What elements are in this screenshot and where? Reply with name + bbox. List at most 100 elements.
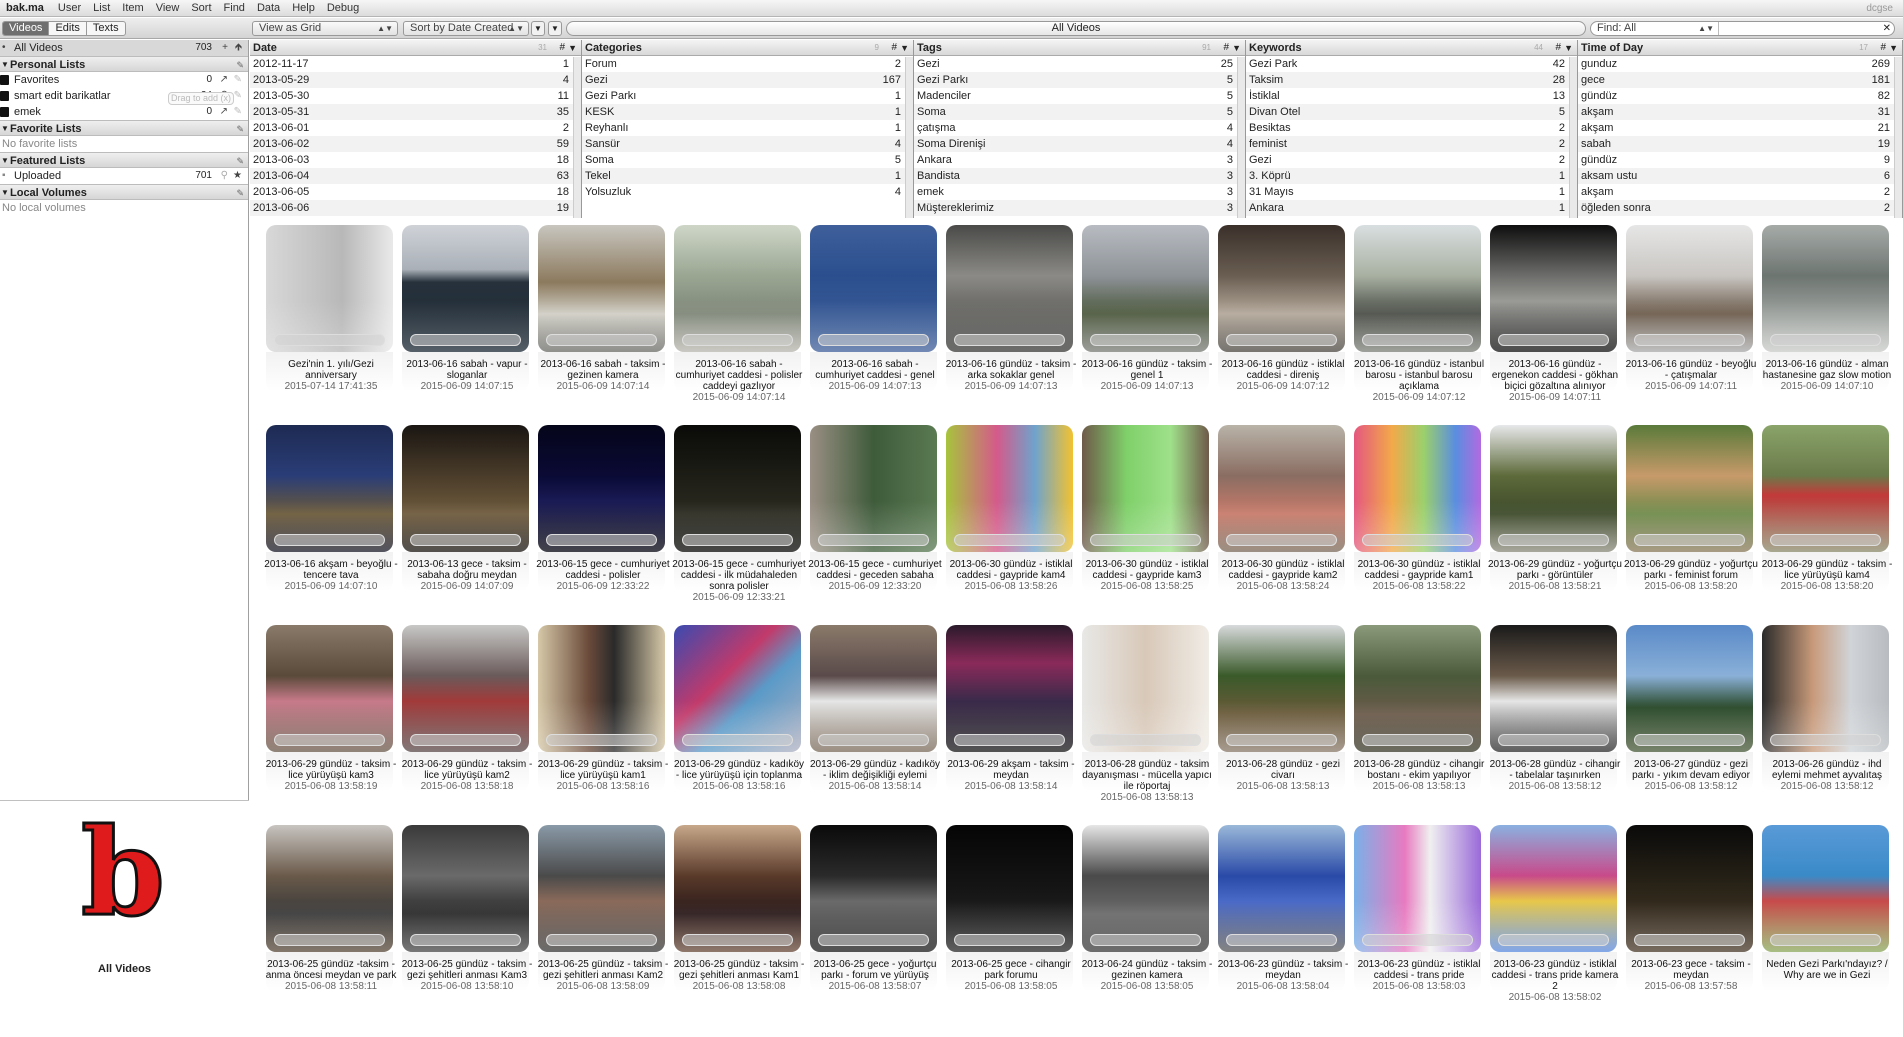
timeline-strip[interactable] xyxy=(410,734,521,746)
video-thumbnail[interactable] xyxy=(810,425,937,552)
timeline-strip[interactable] xyxy=(1090,334,1201,346)
video-tile[interactable]: 2013-06-28 gündüz - gezi civarı 2015-06-0… xyxy=(1216,619,1346,816)
scrollbar[interactable] xyxy=(1569,57,1577,218)
browser-row[interactable]: Taksim 28 xyxy=(1246,72,1577,88)
browser-row[interactable]: gündüz 82 xyxy=(1578,88,1902,104)
video-thumbnail[interactable] xyxy=(1490,825,1617,952)
edit-icon[interactable]: ✎ xyxy=(233,106,242,117)
video-thumbnail[interactable] xyxy=(1762,625,1889,752)
menu-user[interactable]: User xyxy=(57,2,82,14)
video-thumbnail[interactable] xyxy=(946,825,1073,952)
video-tile[interactable]: 2013-06-16 sabah - cumhuriyet caddesi - … xyxy=(808,219,938,416)
browser-row[interactable]: gunduz 269 xyxy=(1578,56,1902,72)
video-tile[interactable]: 2013-06-25 gündüz - taksim - gezi şehitl… xyxy=(672,819,804,1016)
search-icon[interactable]: ⚲ xyxy=(220,170,228,181)
menu-debug[interactable]: Debug xyxy=(326,2,360,14)
video-thumbnail[interactable] xyxy=(538,825,665,952)
video-tile[interactable]: 2013-06-16 sabah - cumhuriyet caddesi - … xyxy=(672,219,802,416)
app-name[interactable]: bak.ma xyxy=(6,2,44,14)
browser-row[interactable]: akşam 2 xyxy=(1578,184,1902,200)
video-tile[interactable]: 2013-06-15 gece - cumhuriyet caddesi - p… xyxy=(536,419,670,616)
browser-row[interactable]: akşam 21 xyxy=(1578,120,1902,136)
video-thumbnail[interactable] xyxy=(1490,425,1617,552)
video-tile[interactable]: Neden Gezi Parkı'ndayız? / Why are we in… xyxy=(1760,819,1890,1016)
timeline-strip[interactable] xyxy=(1226,534,1337,546)
browser-row[interactable]: KESK 1 xyxy=(582,104,913,120)
video-thumbnail[interactable] xyxy=(402,425,529,552)
timeline-strip[interactable] xyxy=(1634,934,1745,946)
video-thumbnail[interactable] xyxy=(1218,825,1345,952)
hash-sort-icon[interactable]: # xyxy=(1555,42,1561,53)
section-favorite-lists[interactable]: ▼ Favorite Lists ✎ xyxy=(0,120,248,136)
browser-row[interactable]: gece 181 xyxy=(1578,72,1902,88)
video-tile[interactable]: 2013-06-30 gündüz - istiklal caddesi - g… xyxy=(1080,419,1210,616)
video-tile[interactable]: 2013-06-16 gündüz - taksim - genel 1 2015… xyxy=(1080,219,1212,416)
browser-row[interactable]: öğleden sonra 2 xyxy=(1578,200,1902,216)
timeline-strip[interactable] xyxy=(1498,334,1609,346)
timeline-strip[interactable] xyxy=(1770,534,1881,546)
video-tile[interactable]: 2013-06-28 gündüz - taksim dayanışması -… xyxy=(1080,619,1212,816)
tab-edits[interactable]: Edits xyxy=(49,22,87,35)
timeline-strip[interactable] xyxy=(546,534,657,546)
timeline-strip[interactable] xyxy=(682,734,793,746)
video-tile[interactable]: 2013-06-29 gündüz - kadıköy - lice yürüy… xyxy=(672,619,804,816)
video-tile[interactable]: 2013-06-16 gündüz - istanbul barosu - is… xyxy=(1352,219,1484,416)
video-tile[interactable]: 2013-06-23 gündüz - taksim - meydan 2015-… xyxy=(1216,819,1348,1016)
video-thumbnail[interactable] xyxy=(266,425,393,552)
video-thumbnail[interactable] xyxy=(674,225,801,352)
browser-row[interactable]: 2013-06-06 19 xyxy=(250,200,581,216)
video-tile[interactable]: 2013-06-13 gece - taksim - sabaha doğru … xyxy=(400,419,530,616)
video-thumbnail[interactable] xyxy=(538,625,665,752)
video-tile[interactable]: 2013-06-23 gündüz - istiklal caddesi - t… xyxy=(1488,819,1618,1016)
edit-icon[interactable]: ✎ xyxy=(236,156,244,166)
menu-help[interactable]: Help xyxy=(292,2,315,14)
video-tile[interactable]: 2013-06-28 gündüz - cihangir bostanı - e… xyxy=(1352,619,1484,816)
hash-sort-icon[interactable]: # xyxy=(1880,42,1886,53)
sidebar-item-favorites[interactable]: Favorites 0 ↗ ✎ xyxy=(0,72,248,88)
scrollbar[interactable] xyxy=(573,57,581,218)
view-select[interactable]: View as Grid ▲▼ xyxy=(252,21,398,36)
video-thumbnail[interactable] xyxy=(1762,825,1889,952)
browser-row[interactable]: sabah 19 xyxy=(1578,136,1902,152)
video-thumbnail[interactable] xyxy=(1082,625,1209,752)
video-tile[interactable]: 2013-06-16 gündüz - taksim - arka sokakl… xyxy=(944,219,1076,416)
timeline-strip[interactable] xyxy=(1634,734,1745,746)
browser-row[interactable]: 2013-06-04 63 xyxy=(250,168,581,184)
edit-icon[interactable]: ✎ xyxy=(233,90,242,101)
hash-sort-icon[interactable]: # xyxy=(1223,42,1229,53)
browser-row[interactable]: gündüz 9 xyxy=(1578,152,1902,168)
hash-sort-icon[interactable]: # xyxy=(559,42,565,53)
timeline-strip[interactable] xyxy=(410,534,521,546)
scrollbar[interactable] xyxy=(1237,57,1245,218)
scrollbar[interactable] xyxy=(905,57,913,218)
video-tile[interactable]: Gezi'nin 1. yılı/Gezi anniversary 2015-07… xyxy=(264,219,394,416)
browser-row[interactable]: Besiktas 2 xyxy=(1246,120,1577,136)
timeline-strip[interactable] xyxy=(1362,534,1473,546)
video-thumbnail[interactable] xyxy=(674,425,801,552)
timeline-strip[interactable] xyxy=(274,334,385,346)
video-tile[interactable]: 2013-06-28 gündüz - cihangir - tabelalar… xyxy=(1488,619,1620,816)
browser-row[interactable]: 31 Mayıs 1 xyxy=(1246,184,1577,200)
video-tile[interactable]: 2013-06-25 gece - yoğurtçu parkı - forum… xyxy=(808,819,938,1016)
video-thumbnail[interactable] xyxy=(1218,625,1345,752)
timeline-strip[interactable] xyxy=(1090,534,1201,546)
video-thumbnail[interactable] xyxy=(1354,825,1481,952)
browser-row[interactable]: 2013-06-03 18 xyxy=(250,152,581,168)
timeline-strip[interactable] xyxy=(1770,734,1881,746)
browser-row[interactable]: çatışma 4 xyxy=(914,120,1245,136)
column-header[interactable]: Time of Day 17 # ▼ xyxy=(1578,40,1902,56)
arrow-up-icon[interactable]: 🡹 xyxy=(234,42,242,53)
browser-row[interactable]: 2013-06-01 2 xyxy=(250,120,581,136)
timeline-strip[interactable] xyxy=(274,534,385,546)
video-thumbnail[interactable] xyxy=(1762,225,1889,352)
timeline-strip[interactable] xyxy=(274,934,385,946)
timeline-strip[interactable] xyxy=(682,534,793,546)
video-thumbnail[interactable] xyxy=(402,225,529,352)
timeline-strip[interactable] xyxy=(1770,334,1881,346)
video-thumbnail[interactable] xyxy=(1082,825,1209,952)
video-tile[interactable]: 2013-06-29 gündüz - taksim - lice yürüyü… xyxy=(264,619,396,816)
video-tile[interactable]: 2013-06-29 gündüz - yoğurtçu parkı - gör… xyxy=(1488,419,1622,616)
video-tile[interactable]: 2013-06-16 gündüz - ergenekon caddesi - … xyxy=(1488,219,1618,416)
video-tile[interactable]: 2013-06-16 gündüz - istiklal caddesi - d… xyxy=(1216,219,1346,416)
timeline-strip[interactable] xyxy=(1770,934,1881,946)
